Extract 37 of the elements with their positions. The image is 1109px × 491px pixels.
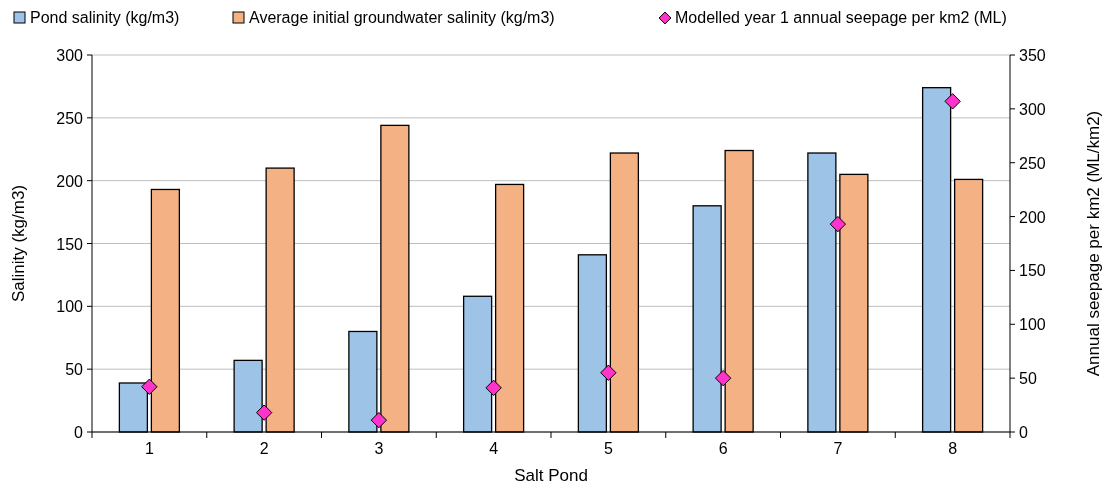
legend-label: Average initial groundwater salinity (kg/m3) (249, 9, 555, 26)
x-tick-label: 4 (489, 440, 499, 457)
point (944, 93, 961, 110)
y2-tick-label: 100 (1019, 316, 1046, 334)
point (370, 411, 388, 429)
y2-tick-label: 300 (1019, 100, 1046, 118)
y-tick-label: 150 (56, 235, 84, 253)
y2-axis-title: Annual seepage per km2 (ML/km2) (1084, 110, 1103, 377)
y2-tick-label: 50 (1019, 370, 1037, 388)
y-tick-label: 0 (74, 424, 84, 441)
x-tick-label: 3 (374, 440, 384, 457)
y2-tick-label: 250 (1019, 154, 1046, 172)
y2-tick-label: 150 (1019, 262, 1046, 280)
x-tick-label: 1 (144, 440, 154, 457)
legend-label: Pond salinity (kg/m3) (30, 9, 180, 26)
x-axis-title: Salt Pond (514, 466, 588, 485)
x-tick-label: 7 (833, 440, 843, 457)
x-tick-label: 2 (259, 440, 269, 457)
point (600, 364, 617, 381)
legend-label: Modelled year 1 annual seepage per km2 (ML) (675, 9, 1007, 26)
y-axis-title: Salinity (kg/m3) (9, 184, 28, 303)
y-tick-label: 300 (56, 47, 84, 64)
y2-tick-label: 200 (1019, 208, 1046, 226)
y2-tick-label: 350 (1019, 47, 1046, 64)
point (829, 215, 847, 233)
point (141, 378, 158, 395)
y-tick-label: 250 (56, 109, 84, 127)
point (485, 379, 502, 397)
y2-tick-label: 0 (1019, 424, 1028, 441)
x-tick-label: 5 (603, 440, 613, 457)
y-tick-label: 200 (56, 172, 84, 190)
point (714, 369, 732, 387)
x-tick-label: 6 (718, 440, 728, 457)
x-tick-label: 8 (948, 440, 958, 457)
y-tick-label: 50 (65, 361, 84, 379)
y-tick-label: 100 (56, 298, 84, 316)
point (255, 404, 273, 421)
